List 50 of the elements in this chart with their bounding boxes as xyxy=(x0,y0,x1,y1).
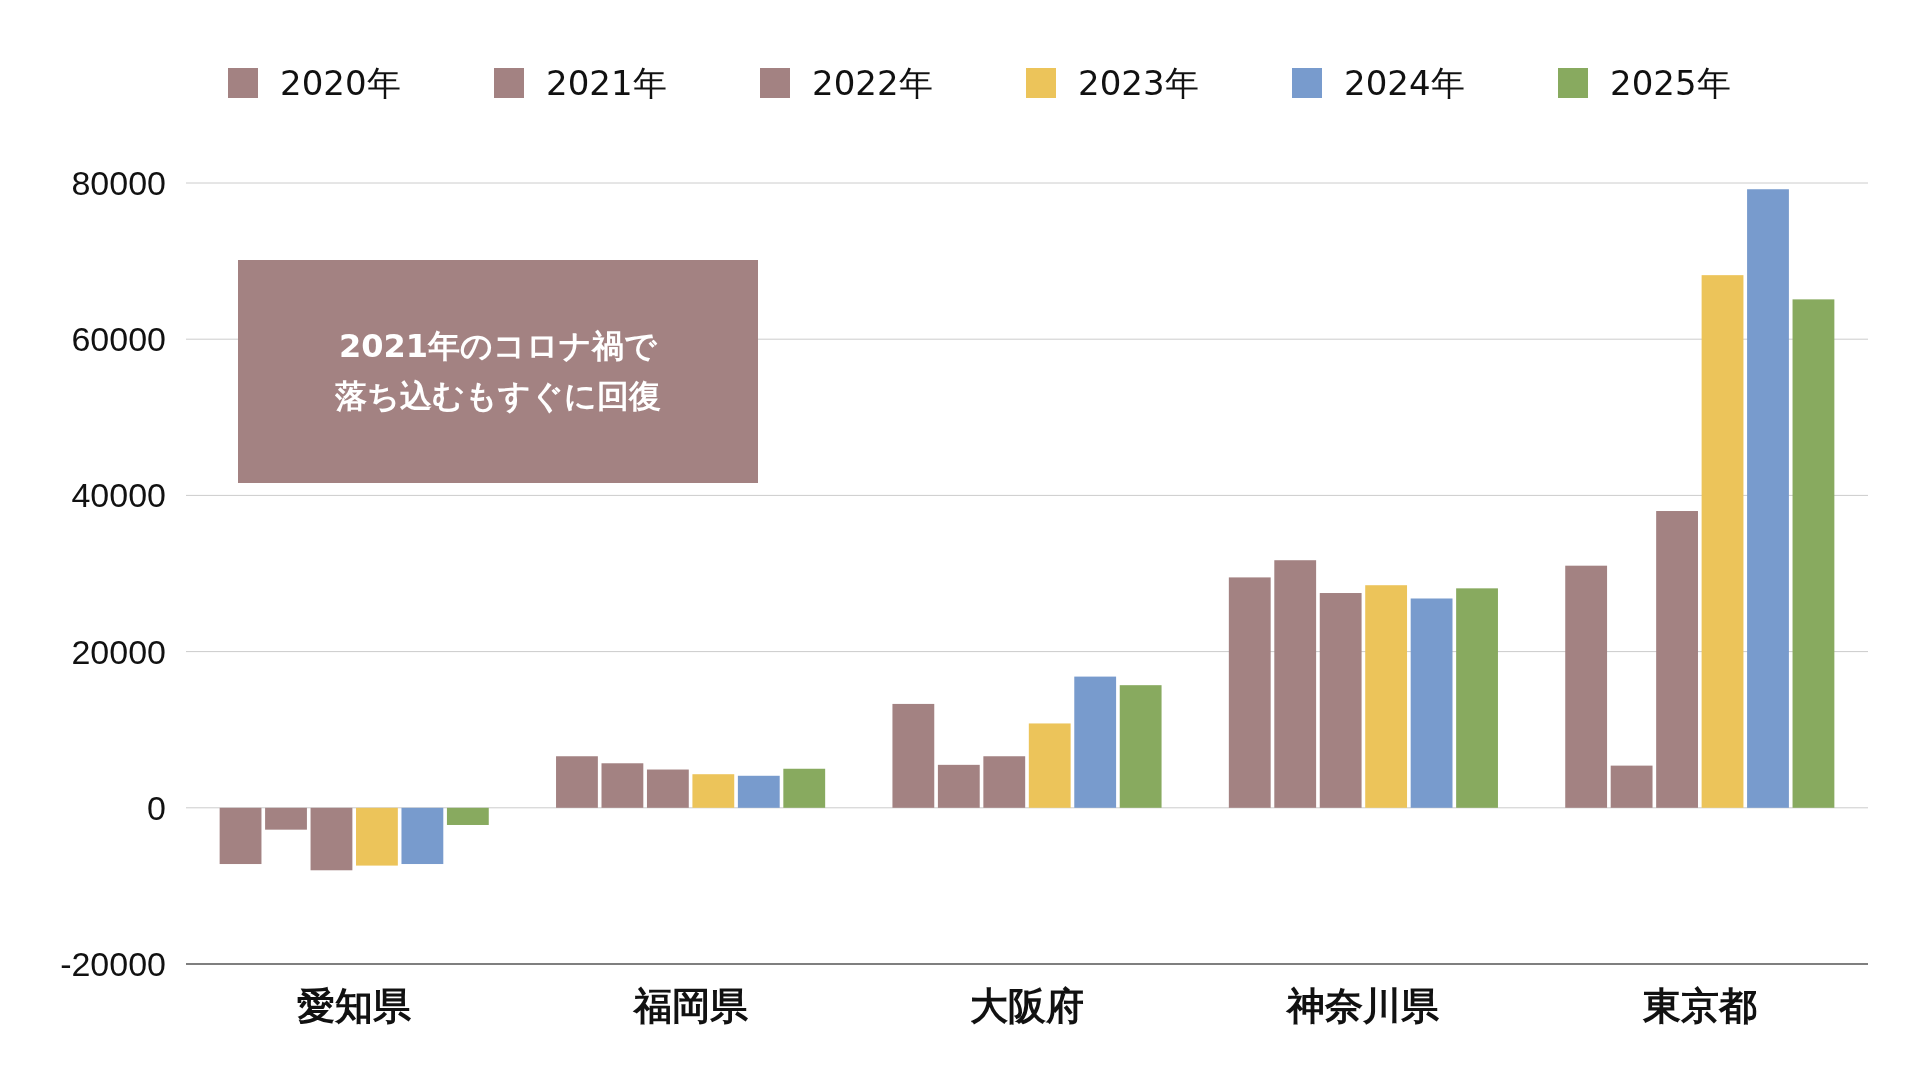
bar xyxy=(401,807,444,865)
bar xyxy=(1792,299,1835,808)
bar xyxy=(1274,560,1317,808)
y-tick-label: 20000 xyxy=(71,632,166,671)
legend-label: 2023年 xyxy=(1078,62,1199,103)
bar xyxy=(310,807,353,871)
legend-label: 2024年 xyxy=(1344,62,1465,103)
bar xyxy=(1119,685,1162,808)
bar xyxy=(692,774,735,808)
note-box: 2021年のコロナ禍で 落ち込むもすぐに回復 xyxy=(238,260,758,483)
bar xyxy=(1456,588,1498,808)
x-tick-label: 大阪府 xyxy=(970,984,1084,1028)
legend-label: 2021年 xyxy=(546,62,667,103)
bar xyxy=(219,807,262,865)
bar xyxy=(646,769,689,808)
legend-label: 2025年 xyxy=(1610,62,1731,103)
bar xyxy=(556,756,598,808)
bar xyxy=(1701,275,1744,808)
annotation: 落ち込むもすぐに回復 xyxy=(334,377,661,416)
bar xyxy=(737,775,780,808)
bar xyxy=(1319,593,1362,808)
bar xyxy=(265,807,307,830)
bar xyxy=(892,703,935,808)
bar xyxy=(601,763,644,808)
legend-label: 2022年 xyxy=(812,62,933,103)
x-tick-label: 愛知県 xyxy=(297,984,413,1028)
bar xyxy=(1365,585,1408,808)
y-tick-label: 0 xyxy=(147,788,166,827)
annotation: 2021年のコロナ禍で xyxy=(338,327,659,366)
x-tick-label: 福岡県 xyxy=(631,984,749,1028)
bar xyxy=(1028,723,1071,808)
bar xyxy=(1228,577,1271,808)
legend-label: 2020年 xyxy=(280,62,401,103)
bar xyxy=(983,756,1026,808)
bar xyxy=(1747,189,1789,808)
bar xyxy=(1565,565,1608,808)
x-tick-label: 神奈川県 xyxy=(1285,984,1441,1028)
bar xyxy=(1610,765,1653,808)
bar xyxy=(1656,511,1698,808)
x-tick-label: 東京都 xyxy=(1641,984,1757,1028)
y-tick-label: -20000 xyxy=(60,944,166,983)
bar xyxy=(937,764,980,808)
bar xyxy=(783,768,826,808)
y-tick-label: 80000 xyxy=(71,163,166,202)
bar xyxy=(356,807,398,866)
y-tick-label: 60000 xyxy=(71,320,166,359)
bar xyxy=(1410,598,1453,808)
bar xyxy=(1074,676,1117,808)
bar xyxy=(446,807,489,825)
y-tick-label: 40000 xyxy=(71,476,166,515)
